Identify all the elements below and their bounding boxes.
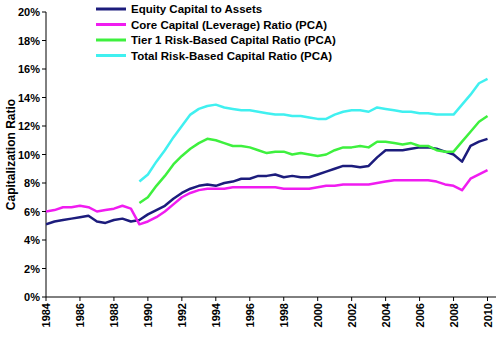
legend-swatch [96, 39, 126, 42]
series-line [139, 79, 487, 182]
x-tick-label: 1998 [278, 303, 290, 327]
y-tick-label: 16% [18, 63, 40, 75]
y-tick [42, 40, 46, 41]
x-tick-label: 1992 [176, 303, 188, 327]
y-tick-label: 12% [18, 120, 40, 132]
series-line [46, 170, 488, 224]
legend-swatch [96, 54, 126, 57]
y-tick [42, 297, 46, 298]
y-tick-label: 8% [24, 177, 40, 189]
y-tick [42, 126, 46, 127]
y-tick [42, 268, 46, 269]
y-tick [42, 97, 46, 98]
y-tick [42, 240, 46, 241]
y-tick-label: 0% [24, 291, 40, 303]
x-tick-label: 1994 [210, 302, 222, 327]
y-tick-label: 2% [24, 263, 40, 275]
chart: 0% 2% 4% 6% 8% 10% 12% 14% 16% 18% 20% 1984 1986 1988… [0, 0, 500, 341]
y-tick-label: 4% [24, 234, 40, 246]
x-tick-label: 1986 [74, 303, 86, 327]
x-tick [385, 297, 386, 301]
y-tick [42, 69, 46, 70]
legend-label: Total Risk-Based Capital Ratio (PCA) [131, 50, 332, 62]
x-tick [487, 297, 488, 301]
series-line [139, 116, 487, 203]
y-tick-label: 10% [18, 149, 40, 161]
x-tick [453, 297, 454, 301]
legend-swatch [96, 23, 126, 26]
x-tick-label: 1996 [244, 303, 256, 327]
x-tick-label: 2010 [482, 303, 494, 327]
y-tick [42, 211, 46, 212]
x-tick [249, 297, 250, 301]
plot-area [46, 79, 488, 224]
legend-label: Core Capital (Leverage) Ratio (PCA) [131, 19, 327, 31]
x-tick-label: 2000 [312, 303, 324, 327]
x-tick [317, 297, 318, 301]
y-tick [42, 12, 46, 13]
x-tick-label: 1984 [40, 302, 52, 327]
x-tick [113, 297, 114, 301]
x-tick [79, 297, 80, 301]
y-tick-label: 14% [18, 92, 40, 104]
x-tick [147, 297, 148, 301]
y-tick-label: 6% [24, 206, 40, 218]
x-tick-label: 2006 [414, 303, 426, 327]
x-tick [181, 297, 182, 301]
y-tick-label: 20% [18, 6, 40, 18]
y-tick-label: 18% [18, 35, 40, 47]
y-axis-label: Capitalization Ratio [4, 99, 18, 210]
x-tick [283, 297, 284, 301]
legend-swatch [96, 8, 126, 11]
x-tick [215, 297, 216, 301]
x-tick-label: 1988 [108, 303, 120, 327]
x-tick [46, 297, 47, 301]
x-tick-label: 2002 [346, 303, 358, 327]
legend-label: Tier 1 Risk-Based Capital Ratio (PCA) [131, 34, 336, 46]
y-tick [42, 154, 46, 155]
x-tick-label: 1990 [142, 303, 154, 327]
x-tick [351, 297, 352, 301]
y-tick [42, 183, 46, 184]
x-tick-label: 2004 [380, 302, 392, 327]
x-tick-label: 2008 [448, 303, 460, 327]
series-line [46, 139, 488, 224]
legend-label: Equity Capital to Assets [131, 3, 262, 15]
x-tick [419, 297, 420, 301]
